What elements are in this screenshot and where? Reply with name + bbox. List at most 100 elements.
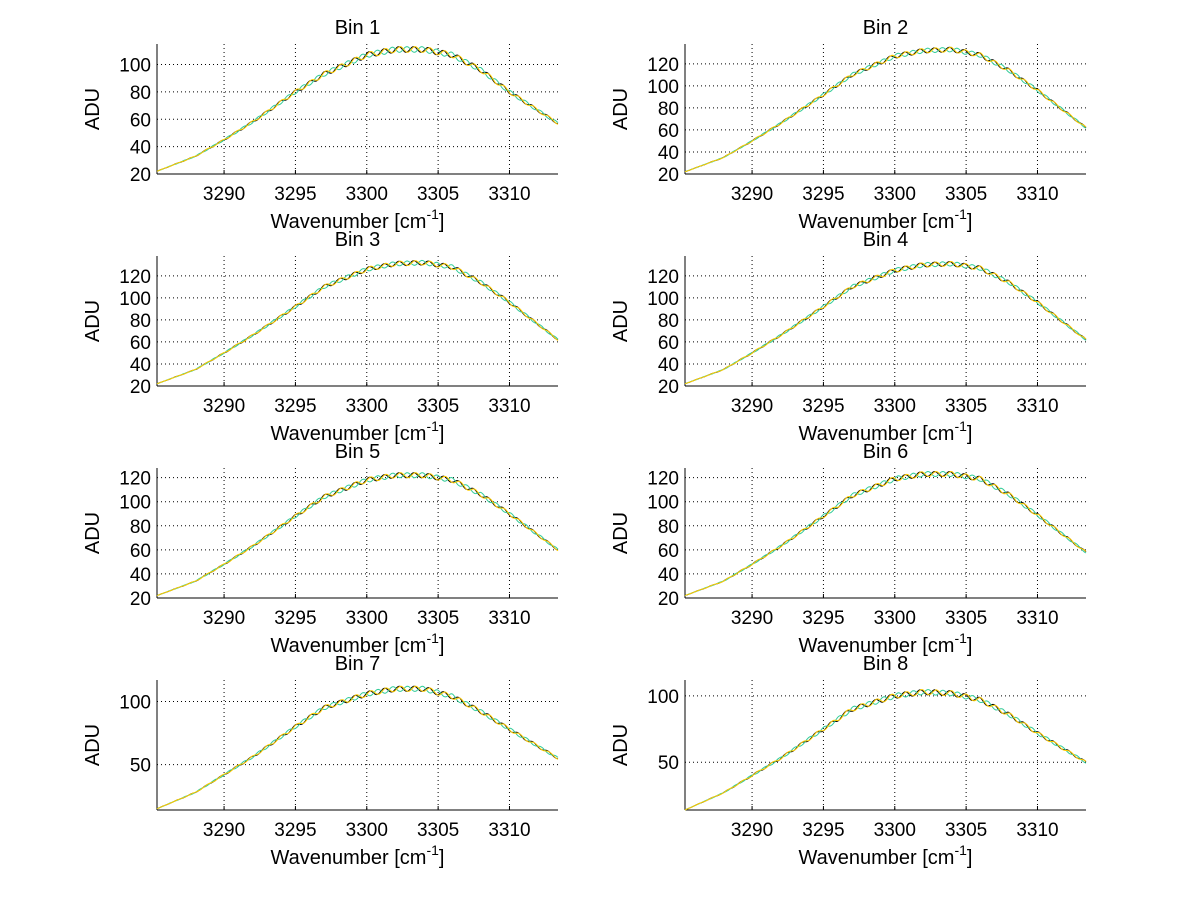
y-tick-label: 80 (658, 99, 679, 120)
y-tick-label: 80 (130, 517, 151, 538)
x-tick-label: 3290 (203, 184, 245, 205)
y-axis-label: ADU (82, 512, 104, 554)
x-tick-label: 3305 (945, 396, 987, 417)
x-tick-label: 3300 (874, 184, 916, 205)
x-axis-label-text: Wavenumber [cm (799, 635, 955, 657)
x-tick-label: 3300 (346, 820, 388, 841)
x-tick-label: 3295 (274, 608, 316, 629)
x-tick-label: 3305 (417, 608, 459, 629)
y-tick-label: 100 (119, 692, 151, 713)
y-tick-label: 120 (647, 55, 679, 76)
x-axis-label: Wavenumber [cm-1] (271, 418, 445, 445)
x-axis-label-end: ] (439, 423, 445, 445)
x-tick-label: 3300 (874, 396, 916, 417)
x-axis-label-end: ] (439, 211, 445, 233)
subplot-title: Bin 1 (335, 17, 381, 39)
x-axis-label-end: ] (967, 847, 973, 869)
y-axis-label: ADU (82, 300, 104, 342)
x-axis-label: Wavenumber [cm-1] (271, 630, 445, 657)
x-tick-label: 3300 (346, 608, 388, 629)
x-axis-label-text: Wavenumber [cm (799, 211, 955, 233)
y-tick-label: 80 (130, 311, 151, 332)
y-tick-label: 60 (658, 333, 679, 354)
y-tick-label: 40 (130, 138, 151, 159)
subplot-bin-6: Bin 6 3290 3295 3300 3305 3310 20 40 60 80 100 120 A… (610, 441, 1087, 657)
subplot-title: Bin 2 (863, 17, 909, 39)
series-line-1 (684, 46, 1087, 173)
series-line-3 (156, 260, 559, 385)
x-axis-label: Wavenumber [cm-1] (271, 206, 445, 233)
x-axis-label-text: Wavenumber [cm (271, 635, 427, 657)
x-axis-label: Wavenumber [cm-1] (799, 842, 973, 869)
x-tick-label: 3310 (488, 820, 530, 841)
series-line-3 (156, 472, 559, 597)
y-tick-label: 20 (658, 589, 679, 610)
y-tick-label: 100 (119, 493, 151, 514)
series-line-3 (684, 46, 1087, 173)
subplot-title: Bin 7 (335, 653, 381, 675)
x-axis-label-superscript: -1 (426, 630, 439, 646)
subplot-title: Bin 5 (335, 441, 381, 463)
y-tick-label: 80 (658, 517, 679, 538)
y-tick-label: 50 (130, 756, 151, 777)
x-tick-label: 3310 (1016, 820, 1058, 841)
y-tick-label: 120 (647, 469, 679, 490)
subplot-title: Bin 4 (863, 229, 909, 251)
series-line-1 (684, 260, 1087, 385)
x-axis-label-superscript: -1 (954, 206, 967, 222)
x-tick-label: 3295 (802, 820, 844, 841)
x-tick-label: 3295 (274, 820, 316, 841)
y-tick-label: 20 (658, 377, 679, 398)
x-tick-label: 3290 (203, 608, 245, 629)
x-axis-label-text: Wavenumber [cm (799, 847, 955, 869)
subplot-bin-1: Bin 1 3290 3295 3300 3305 3310 20 40 60 80 100 ADU W… (82, 17, 559, 233)
y-tick-label: 20 (658, 165, 679, 186)
y-tick-label: 100 (119, 56, 151, 77)
y-axis-label: ADU (82, 88, 104, 130)
subplot-bin-8: Bin 8 3290 3295 3300 3305 3310 50 100 ADU Wavenum… (610, 653, 1087, 869)
x-tick-label: 3310 (1016, 184, 1058, 205)
y-tick-label: 100 (647, 493, 679, 514)
series-line-3 (684, 470, 1087, 597)
series-line-2 (156, 46, 559, 172)
y-tick-label: 60 (658, 121, 679, 142)
x-tick-label: 3310 (488, 184, 530, 205)
y-axis-label: ADU (610, 512, 632, 554)
series-line-1 (156, 685, 559, 810)
x-tick-label: 3295 (802, 396, 844, 417)
y-tick-label: 60 (130, 110, 151, 131)
x-tick-label: 3300 (874, 608, 916, 629)
y-tick-label: 40 (658, 355, 679, 376)
x-tick-label: 3305 (417, 184, 459, 205)
subplot-bin-7: Bin 7 3290 3295 3300 3305 3310 50 100 ADU Wavenum… (82, 653, 559, 869)
x-axis-label-superscript: -1 (954, 418, 967, 434)
subplot-title: Bin 3 (335, 229, 381, 251)
y-axis-label: ADU (82, 724, 104, 766)
x-axis-label-end: ] (439, 847, 445, 869)
series-line-2 (156, 685, 559, 810)
x-tick-label: 3290 (731, 608, 773, 629)
x-axis-label-superscript: -1 (426, 418, 439, 434)
x-axis-label-end: ] (967, 211, 973, 233)
x-tick-label: 3310 (1016, 608, 1058, 629)
y-axis-label: ADU (610, 724, 632, 766)
y-tick-label: 50 (658, 753, 679, 774)
series-line-3 (156, 46, 559, 172)
x-tick-label: 3310 (488, 396, 530, 417)
x-tick-label: 3300 (346, 184, 388, 205)
y-tick-label: 40 (130, 565, 151, 586)
x-tick-label: 3300 (874, 820, 916, 841)
series-line-1 (156, 46, 559, 172)
x-tick-label: 3290 (731, 184, 773, 205)
x-tick-label: 3295 (802, 608, 844, 629)
y-tick-label: 40 (658, 143, 679, 164)
series-line-1 (156, 472, 559, 597)
y-axis-label: ADU (610, 88, 632, 130)
x-tick-label: 3295 (802, 184, 844, 205)
x-axis-label-text: Wavenumber [cm (271, 423, 427, 445)
y-tick-label: 120 (647, 267, 679, 288)
series-line-1 (156, 260, 559, 385)
